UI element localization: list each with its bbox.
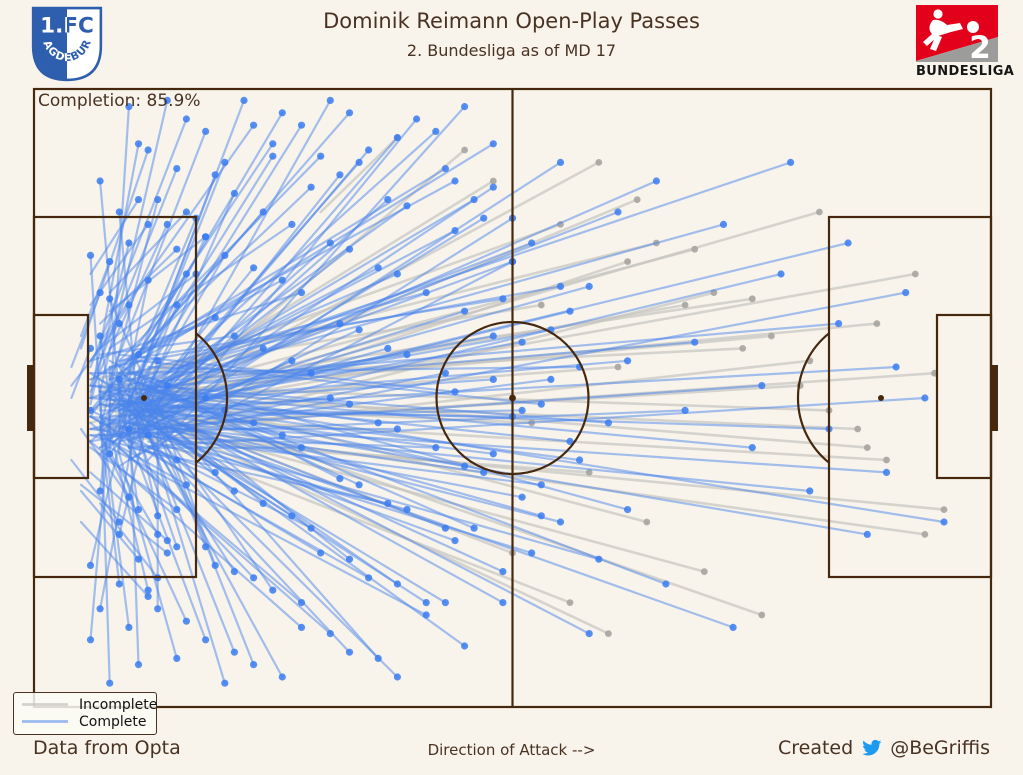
incomplete-line-swatch xyxy=(22,703,68,706)
credit-handle: @BeGriffis xyxy=(890,737,990,759)
bundesliga2-logo: 2 BUNDESLIGA xyxy=(916,5,1015,79)
emblem-ball xyxy=(967,21,979,33)
pitch-spots xyxy=(141,394,884,402)
page-subtitle: 2. Bundesliga as of MD 17 xyxy=(406,41,617,60)
six-yard-box-left xyxy=(32,313,90,480)
credit-note: Created @BeGriffis xyxy=(778,737,990,759)
penalty-spot-right xyxy=(878,395,884,401)
pitch-area: Completion: 85.9% xyxy=(27,87,998,709)
emblem-gray-triangle xyxy=(916,37,998,62)
page-title: Dominik Reimann Open-Play Passes xyxy=(323,9,700,33)
six-yard-box-right xyxy=(935,313,993,480)
chart-legend: Incomplete Complete xyxy=(13,692,157,735)
penalty-spot-left xyxy=(141,395,147,401)
bundesliga2-emblem: 2 xyxy=(916,5,998,62)
emblem-number: 2 xyxy=(969,30,991,62)
credit-prefix: Created xyxy=(777,737,854,759)
legend-item-incomplete: Incomplete xyxy=(20,696,157,713)
legend-label-complete: Complete xyxy=(79,713,147,730)
emblem-player-head xyxy=(933,9,943,19)
club-initials-blue: 1.FC xyxy=(40,14,94,39)
center-spot xyxy=(509,394,516,402)
emblem-player-body xyxy=(923,19,963,51)
legend-label-incomplete: Incomplete xyxy=(79,696,158,713)
shield-blue-half xyxy=(33,8,67,80)
bundesliga-wordmark: BUNDESLIGA xyxy=(916,64,1015,79)
completion-label: Completion: 85.9% xyxy=(38,91,201,111)
twitter-icon xyxy=(862,739,882,755)
title-block: Dominik Reimann Open-Play Passes 2. Bund… xyxy=(0,0,1023,60)
club-initials-white: 1.FC xyxy=(40,14,94,39)
complete-line-swatch xyxy=(22,720,68,723)
direction-of-attack-note: Direction of Attack --> xyxy=(427,741,596,759)
penalty-arc-left xyxy=(195,332,229,464)
goals xyxy=(27,365,998,431)
complete-passes-layer xyxy=(70,96,948,687)
pitch-svg xyxy=(27,87,998,709)
data-source-note: Data from Opta xyxy=(33,737,181,759)
penalty-box-right xyxy=(827,215,993,579)
penalty-arc-right xyxy=(796,332,830,464)
magdeburg-club-logo: 1.FC 1.FC MAGDEBURG MAGDEBURG xyxy=(30,5,103,82)
center-circle xyxy=(435,320,590,476)
legend-item-complete: Complete xyxy=(20,713,150,730)
